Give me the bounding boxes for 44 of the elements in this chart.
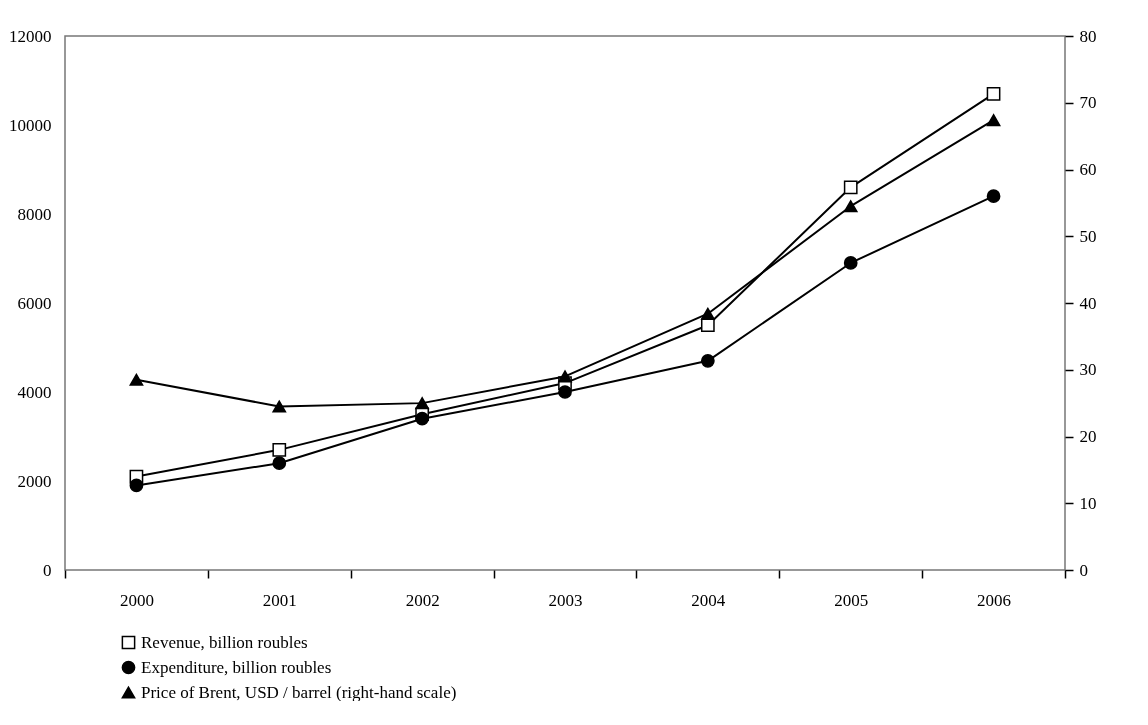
point [415,411,430,426]
x-tick-label: 2002 [405,590,440,610]
point [558,385,572,399]
y2-tick-label: 50 [1079,226,1097,246]
point [129,373,144,386]
point [558,370,572,383]
y-tick-label: 2000 [17,471,52,491]
legend-label: Expenditure, billion roubles [141,657,332,677]
point [700,353,715,368]
legend-label: Revenue, billion roubles [141,632,308,652]
x-tick-label: 2006 [977,590,1012,610]
y-tick-label: 10000 [9,115,52,135]
point [843,180,858,195]
point [843,256,858,270]
point [986,86,1001,101]
point [272,456,287,471]
y-tick-label: 6000 [17,293,52,313]
point [415,397,430,410]
x-tick-label: 2001 [262,590,297,610]
y-tick-label: 8000 [17,204,52,224]
y2-tick-label: 60 [1079,160,1097,179]
y-tick-label: 12000 [9,26,52,46]
point [843,200,858,213]
y2-tick-label: 80 [1079,26,1097,46]
y2-tick-label: 40 [1079,293,1097,313]
point [986,114,1001,127]
y-tick-label: 0 [43,560,52,580]
x-tick-label: 2004 [691,590,726,610]
y2-tick-label: 70 [1079,93,1097,113]
point [272,442,287,457]
point [700,307,715,320]
point [272,400,287,413]
y-tick-label: 4000 [17,382,52,402]
x-tick-label: 2000 [119,590,154,610]
y2-tick-label: 0 [1079,560,1088,580]
x-tick-label: 2005 [834,590,869,610]
point [700,318,715,333]
legend-label: Price of Brent, USD / barrel (right-hand scale) [141,682,457,702]
y2-tick-label: 20 [1079,427,1097,446]
x-tick-label: 2003 [548,590,583,610]
y2-tick-label: 10 [1079,493,1097,513]
point [986,189,1001,204]
y2-tick-label: 30 [1079,360,1097,380]
point [129,478,144,493]
